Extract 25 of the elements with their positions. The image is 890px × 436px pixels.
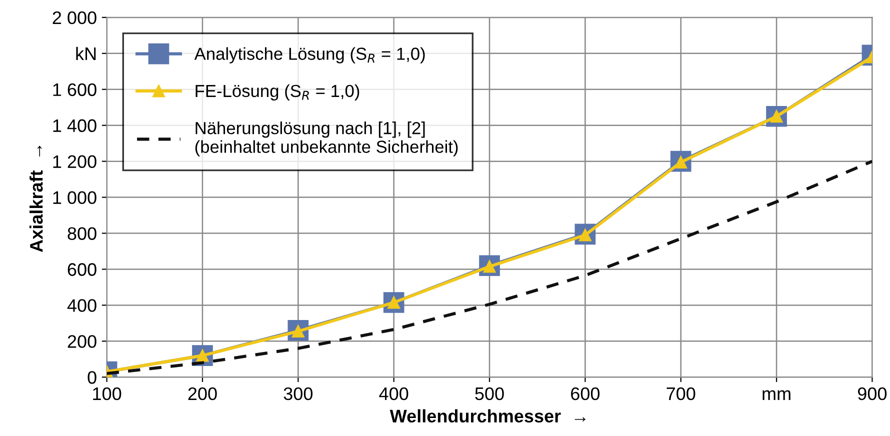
- y-axis-title: Axialkraft →: [30, 146, 43, 252]
- x-axis-title: Wellendurchmesser →: [390, 409, 586, 423]
- x-tick-label: 500: [475, 387, 504, 400]
- x-tick-label: 700: [666, 387, 696, 400]
- y-tick-label: 1 400: [53, 119, 96, 132]
- y-tick-label: 400: [67, 299, 96, 312]
- y-tick-label: 600: [68, 263, 96, 276]
- x-tick-label: 200: [188, 387, 217, 400]
- legend-label: Näherungslösung nach [1], [2] (beinhaltet unbekannte Sicherheit): [195, 122, 458, 156]
- y-tick-label: 800: [68, 227, 96, 240]
- x-tick-label: 400: [379, 387, 408, 400]
- legend-label: FE-Lösung (S$_{R}$ = 1,0): [196, 84, 360, 101]
- x-tick-label: 600: [571, 387, 600, 400]
- x-tick-label: mm: [762, 390, 790, 400]
- legend-label: Analytische Lösung (S$_{R}$ = 1,0): [194, 47, 425, 64]
- x-tick-label: 900: [858, 387, 887, 400]
- y-tick-label: 200: [68, 335, 96, 348]
- y-tick-label: kN: [76, 46, 96, 60]
- y-tick-label: 1 200: [53, 155, 96, 168]
- y-tick-label: 0: [88, 371, 96, 384]
- x-tick-label: 100: [93, 387, 122, 400]
- y-tick-label: 1 600: [53, 83, 96, 96]
- x-tick-label: 300: [284, 387, 313, 400]
- y-tick-label: 1 000: [53, 191, 96, 204]
- y-tick-label: 2 000: [52, 11, 96, 24]
